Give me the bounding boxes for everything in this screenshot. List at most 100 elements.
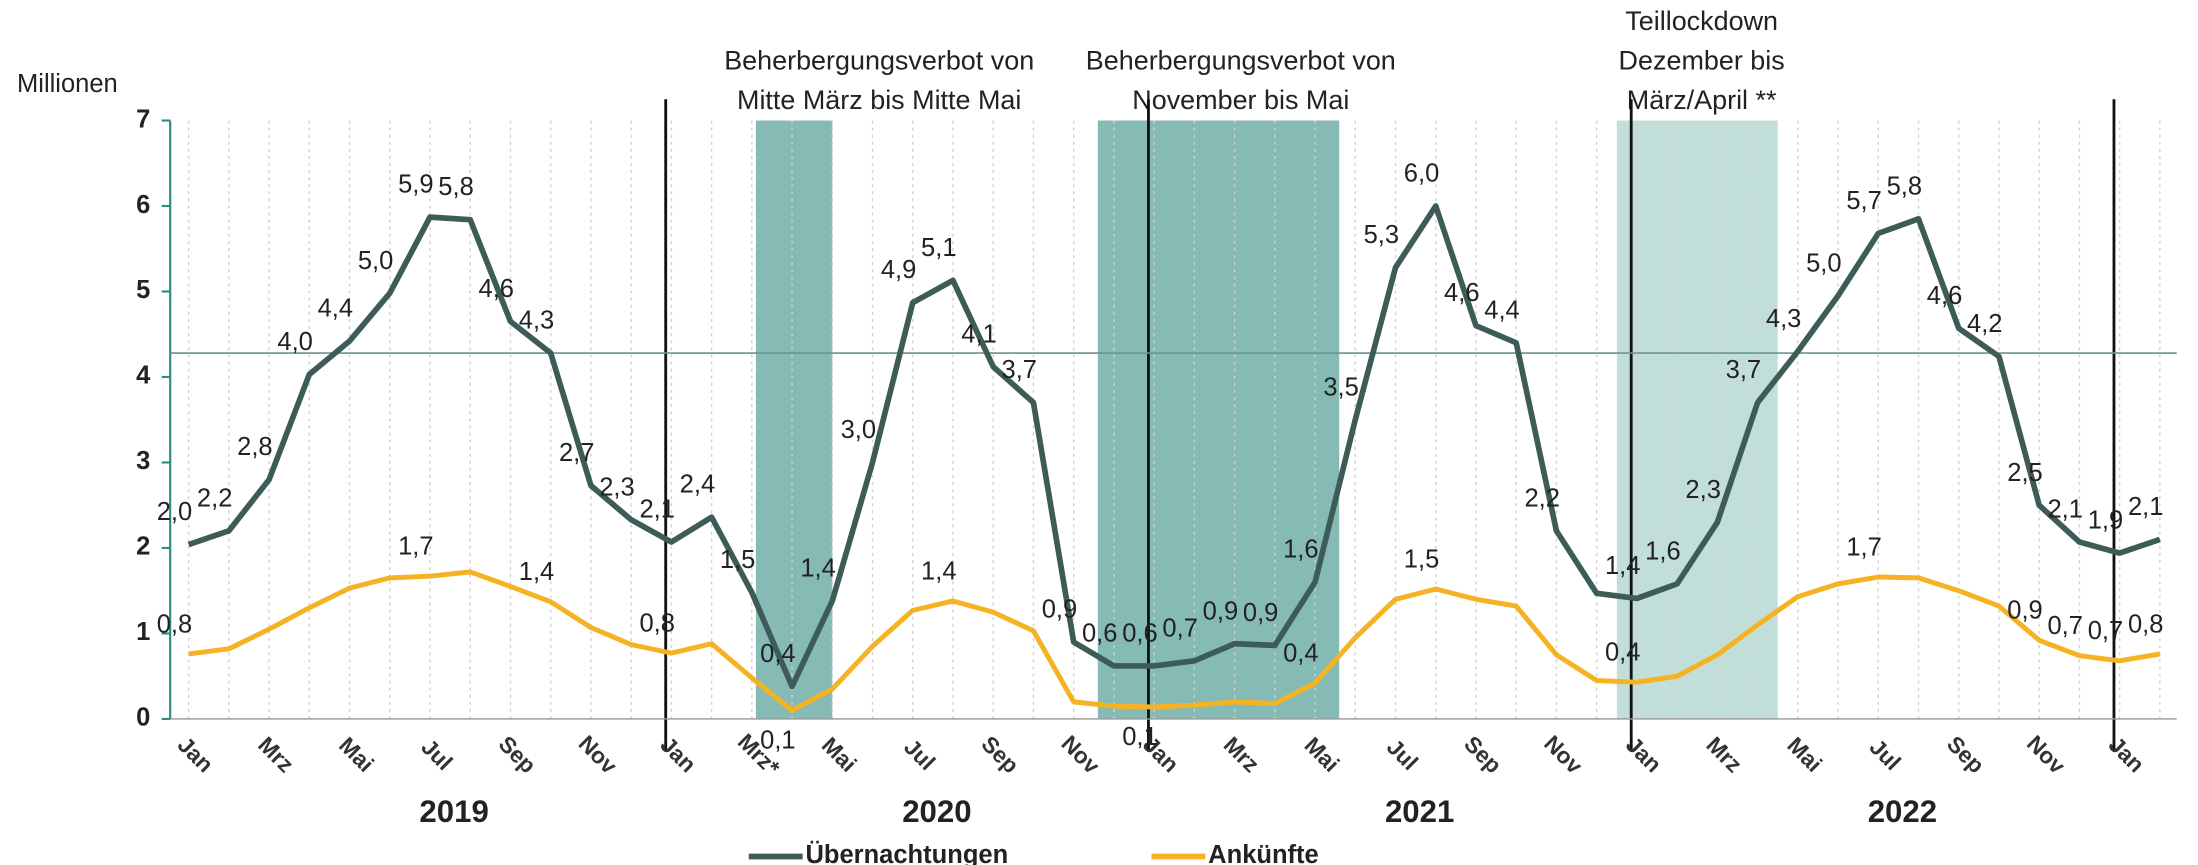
- x-tick-label: Sep: [976, 730, 1024, 778]
- shaded-period: [755, 120, 833, 719]
- data-label: 2,1: [639, 496, 674, 524]
- data-label: 1,4: [519, 558, 554, 586]
- data-label: 4,0: [277, 328, 312, 356]
- data-label: 0,8: [157, 610, 192, 638]
- x-tick-label: Sep: [494, 730, 542, 778]
- x-tick-label: Jul: [1382, 734, 1424, 776]
- x-tick-label: Jan: [1621, 731, 1667, 777]
- data-label: 4,3: [1766, 305, 1801, 333]
- series-line: [187, 203, 2161, 690]
- x-tick-label: Jan: [2104, 731, 2150, 777]
- data-label: 2,3: [599, 473, 634, 501]
- data-label: 1,5: [1404, 545, 1439, 573]
- x-tick-label: Mrz: [1219, 731, 1265, 777]
- shaded-period: [1097, 120, 1340, 719]
- data-label: 3,7: [1002, 356, 1037, 384]
- data-label: 0,7: [1162, 614, 1197, 642]
- x-tick-label: Nov: [1056, 730, 1105, 779]
- data-label: 2,7: [559, 439, 594, 467]
- x-tick-label: Nov: [574, 730, 623, 779]
- data-label: 3,5: [1323, 373, 1358, 401]
- data-label: 0,8: [2128, 610, 2163, 638]
- y-tick-label: 4: [136, 362, 151, 390]
- data-label: 2,0: [157, 498, 192, 526]
- y-tick-label: 2: [136, 533, 150, 561]
- year-label: 2020: [902, 794, 971, 829]
- annotation: Mitte März bis Mitte Mai: [737, 85, 1021, 115]
- data-label: 0,6: [1082, 619, 1117, 647]
- y-tick-label: 3: [136, 447, 150, 475]
- x-tick-label: Nov: [1539, 730, 1588, 779]
- data-label: 5,9: [398, 171, 433, 199]
- data-label: 6,0: [1404, 160, 1439, 188]
- data-label: 1,7: [1846, 533, 1881, 561]
- data-label: 2,2: [1525, 484, 1560, 512]
- data-label: 4,6: [1927, 282, 1962, 310]
- x-tick-label: Nov: [2022, 730, 2071, 779]
- data-label: 1,4: [1605, 552, 1640, 580]
- data-label: 5,1: [921, 234, 956, 262]
- data-label: 1,6: [1283, 536, 1318, 564]
- data-label: 2,1: [2128, 493, 2163, 521]
- data-label: 3,7: [1726, 356, 1761, 384]
- data-label: 1,9: [2088, 507, 2123, 535]
- data-label: 4,3: [519, 307, 554, 335]
- data-label: 5,0: [1806, 249, 1841, 277]
- x-tick-label: Jan: [655, 731, 701, 777]
- data-label: 2,1: [2047, 496, 2082, 524]
- x-tick-label: Jul: [899, 734, 941, 776]
- x-tick-label: Sep: [1942, 730, 1990, 778]
- data-label: 1,4: [800, 555, 835, 583]
- x-tick-label: Mai: [1300, 732, 1345, 777]
- data-label: 4,6: [1444, 279, 1479, 307]
- annotation: März/April **: [1627, 85, 1777, 115]
- y-tick-label: 7: [136, 105, 150, 133]
- data-label: 5,8: [1887, 172, 1922, 200]
- x-tick-label: Jan: [173, 731, 219, 777]
- legend-label: Ankünfte: [1208, 841, 1319, 865]
- data-label: 0,4: [1283, 639, 1318, 667]
- data-label: 4,1: [961, 320, 996, 348]
- y-tick-label: 6: [136, 191, 150, 219]
- data-label: 4,6: [479, 275, 514, 303]
- data-label: 1,6: [1645, 537, 1680, 565]
- data-label: 0,1: [1122, 723, 1157, 751]
- x-tick-label: Mrz: [1701, 731, 1747, 777]
- annotation: Dezember bis: [1619, 46, 1785, 76]
- data-label: 0,4: [760, 640, 795, 668]
- data-label: 2,8: [237, 433, 272, 461]
- y-tick-label: 1: [136, 618, 150, 646]
- data-label: 2,5: [2007, 459, 2042, 487]
- data-label: 0,8: [639, 609, 674, 637]
- data-label: 0,9: [1203, 597, 1238, 625]
- data-label: 3,0: [841, 416, 876, 444]
- data-label: 0,9: [1042, 596, 1077, 624]
- annotation: Teillockdown: [1625, 6, 1778, 36]
- data-label: 4,4: [1484, 296, 1519, 324]
- data-label: 1,5: [720, 546, 755, 574]
- year-label: 2019: [419, 794, 488, 829]
- data-label: 5,3: [1364, 221, 1399, 249]
- y-tick-label: 5: [136, 276, 150, 304]
- x-tick-label: Jul: [1865, 734, 1907, 776]
- data-label: 0,9: [1243, 599, 1278, 627]
- data-label: 0,1: [760, 726, 795, 754]
- x-tick-label: Sep: [1459, 730, 1507, 778]
- data-label: 0,9: [2007, 597, 2042, 625]
- year-label: 2021: [1385, 794, 1454, 829]
- x-tick-label: Jul: [416, 734, 458, 776]
- data-label: 0,7: [2047, 612, 2082, 640]
- x-tick-label: Mrz: [253, 731, 299, 777]
- data-label: 0,4: [1605, 639, 1640, 667]
- series-line: [188, 569, 2161, 713]
- legend-label: Übernachtungen: [805, 840, 1008, 865]
- data-label: 5,7: [1846, 187, 1881, 215]
- data-label: 0,6: [1122, 619, 1157, 647]
- data-label: 1,7: [398, 533, 433, 561]
- y-axis-label: Millionen: [17, 70, 118, 98]
- y-tick-label: 0: [136, 704, 150, 732]
- x-tick-label: Mai: [334, 732, 379, 777]
- annotation: Beherbergungsverbot von: [724, 46, 1034, 76]
